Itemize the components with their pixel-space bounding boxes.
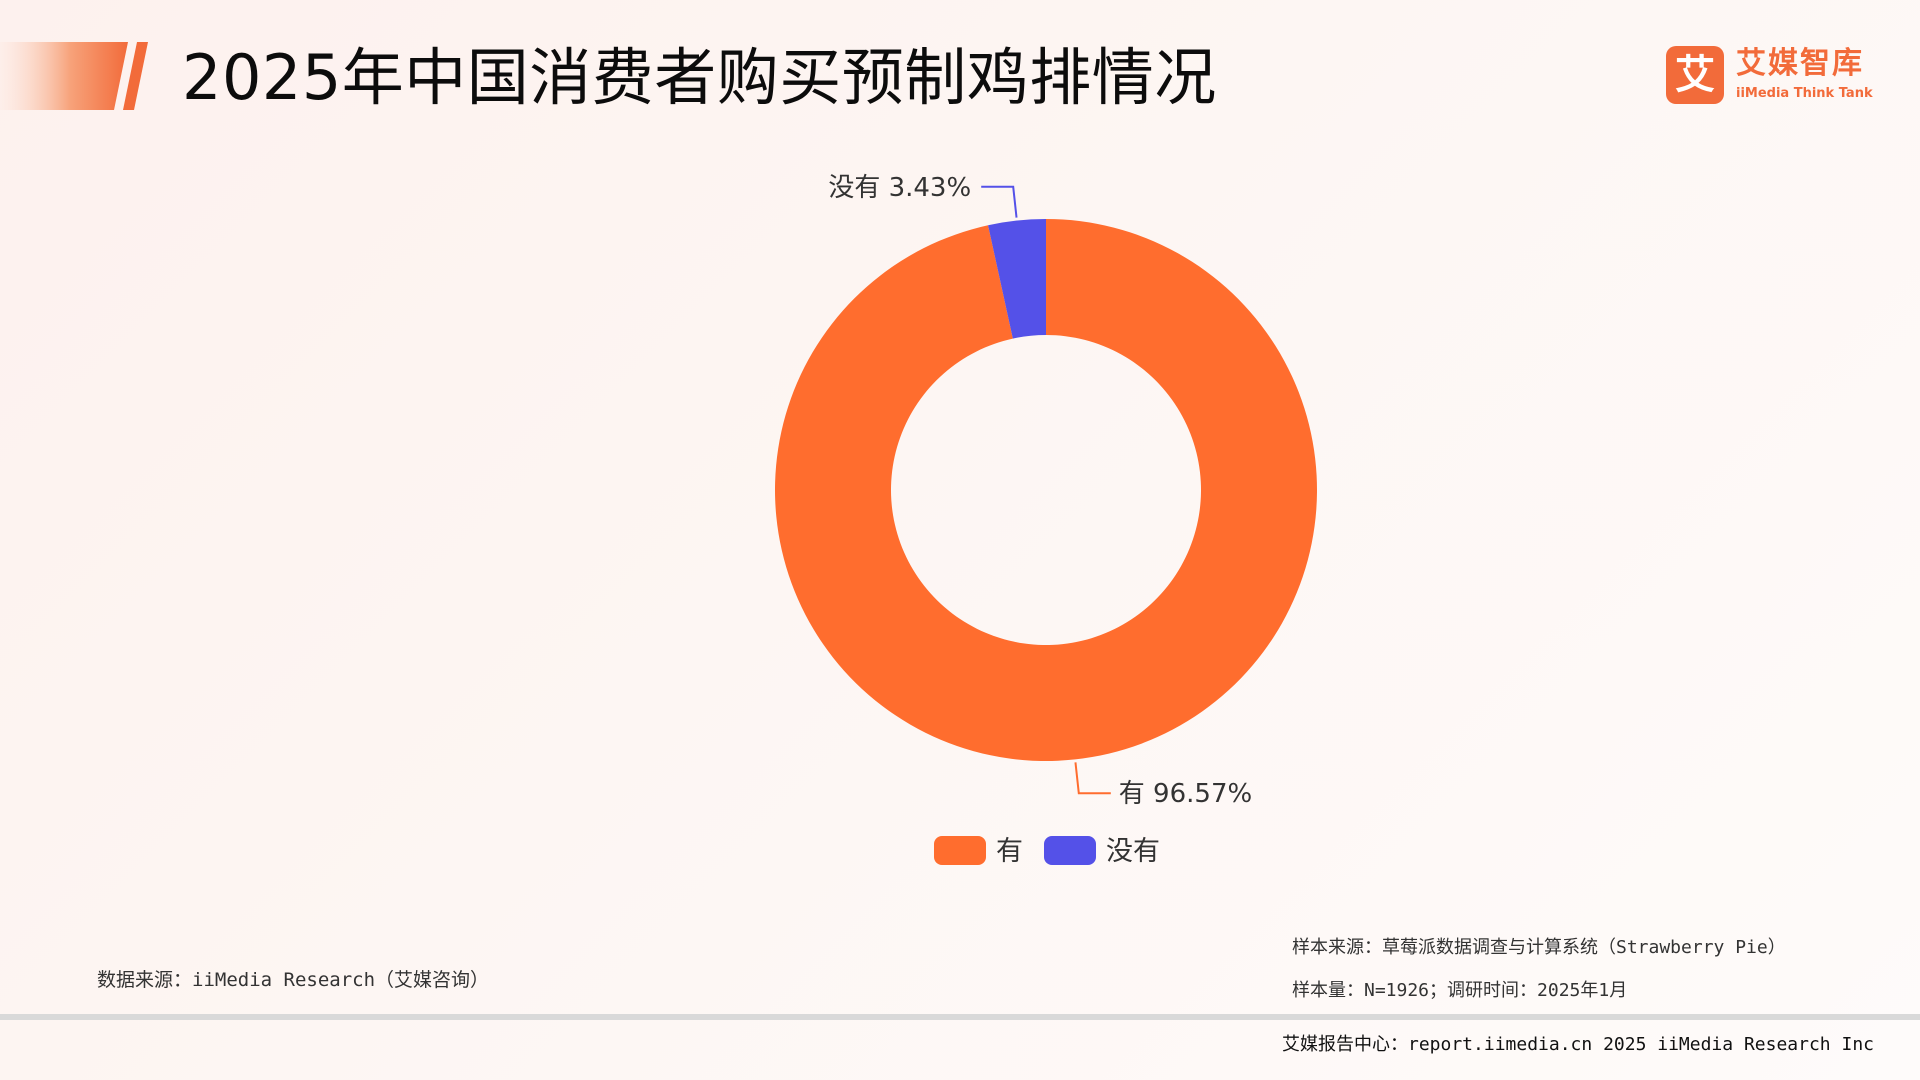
logo-mark-icon: 艾 [1666, 46, 1724, 104]
donut-slice-1 [988, 219, 1046, 339]
title-accent-bar [0, 42, 148, 110]
data-label-0: 有 96.57% [1119, 779, 1252, 809]
data-source: 数据来源：iiMedia Research（艾媒咨询） [97, 969, 490, 991]
donut-slice-0 [775, 219, 1317, 761]
iimedia-logo: 艾 艾媒智库 iiMedia Think Tank [1666, 44, 1876, 110]
leader-line-1 [981, 185, 1018, 218]
logo-en-text: iiMedia Think Tank [1736, 86, 1873, 101]
legend-swatch-0 [934, 836, 986, 865]
data-label-1: 没有 3.43% [828, 173, 971, 203]
logo-cn-text: 艾媒智库 [1736, 46, 1864, 81]
footer-divider [0, 1014, 1920, 1020]
sample-size: 样本量：N=1926；调研时间：2025年1月 [1292, 980, 1628, 1001]
report-center: 艾媒报告中心：report.iimedia.cn 2025 iiMedia Re… [1282, 1034, 1874, 1055]
legend-label-1: 没有 [1106, 836, 1160, 867]
page-title: 2025年中国消费者购买预制鸡排情况 [182, 41, 1217, 114]
sample-source: 样本来源：草莓派数据调查与计算系统（Strawberry Pie） [1292, 937, 1786, 958]
legend-swatch-1 [1044, 836, 1096, 865]
leader-line-0 [1074, 762, 1111, 795]
legend-label-0: 有 [996, 836, 1023, 867]
